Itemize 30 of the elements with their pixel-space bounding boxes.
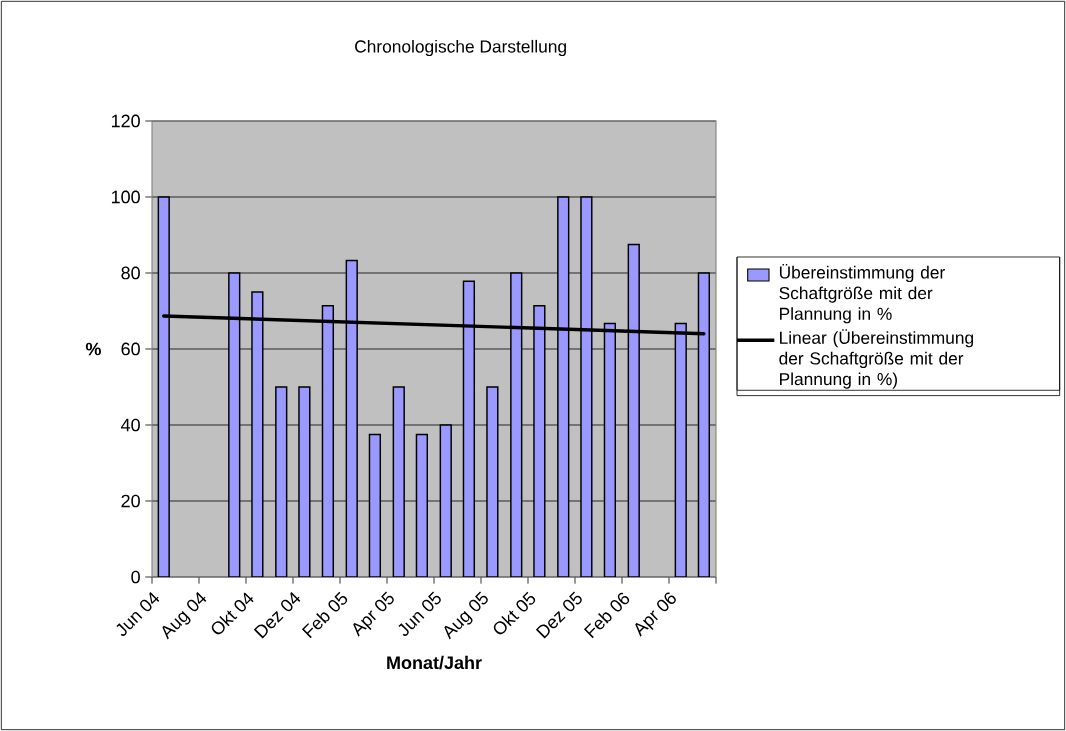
bar bbox=[603, 322, 617, 577]
bar bbox=[697, 272, 711, 577]
y-tick-label: 100 bbox=[111, 190, 140, 204]
bar bbox=[368, 433, 382, 577]
x-tick-label: Jun 05 bbox=[398, 591, 441, 636]
y-tick-label: 40 bbox=[121, 418, 140, 432]
x-tick-label: Apr 05 bbox=[353, 591, 394, 637]
x-tick-label: Okt 04 bbox=[211, 592, 254, 635]
y-tick-label: 20 bbox=[121, 494, 140, 508]
bar bbox=[462, 280, 476, 577]
x-tick-label: Feb 06 bbox=[583, 592, 630, 639]
x-tick-label: Okt 05 bbox=[493, 591, 536, 635]
bar bbox=[415, 433, 429, 577]
x-axis-title: Monat/Jahr bbox=[387, 655, 482, 670]
y-axis-title: % bbox=[85, 342, 101, 356]
y-tick-label: 80 bbox=[121, 266, 140, 280]
x-tick-label: Apr 06 bbox=[635, 592, 676, 637]
x-tick-label: Jun 04 bbox=[116, 592, 160, 636]
y-tick-label: 60 bbox=[121, 342, 140, 356]
bar bbox=[321, 304, 335, 577]
x-tick-label: Aug 04 bbox=[162, 592, 207, 640]
chart-title: Chronologische Darstellung bbox=[355, 39, 566, 57]
x-tick-label: Feb 05 bbox=[301, 591, 348, 639]
x-tick-label: Aug 05 bbox=[444, 591, 488, 640]
x-tick-label: Dez 05 bbox=[535, 591, 582, 639]
y-tick-label: 120 bbox=[111, 114, 140, 128]
legend-label: Übereinstimmung der Schaftgröße mit der Plannung in % bbox=[779, 263, 945, 324]
x-tick-label: Dez 04 bbox=[253, 592, 301, 639]
legend-label: Linear (Übereinstimmung der Schaftgröße mit der Plannung in %) bbox=[779, 329, 974, 389]
y-tick-label: 0 bbox=[131, 570, 140, 584]
